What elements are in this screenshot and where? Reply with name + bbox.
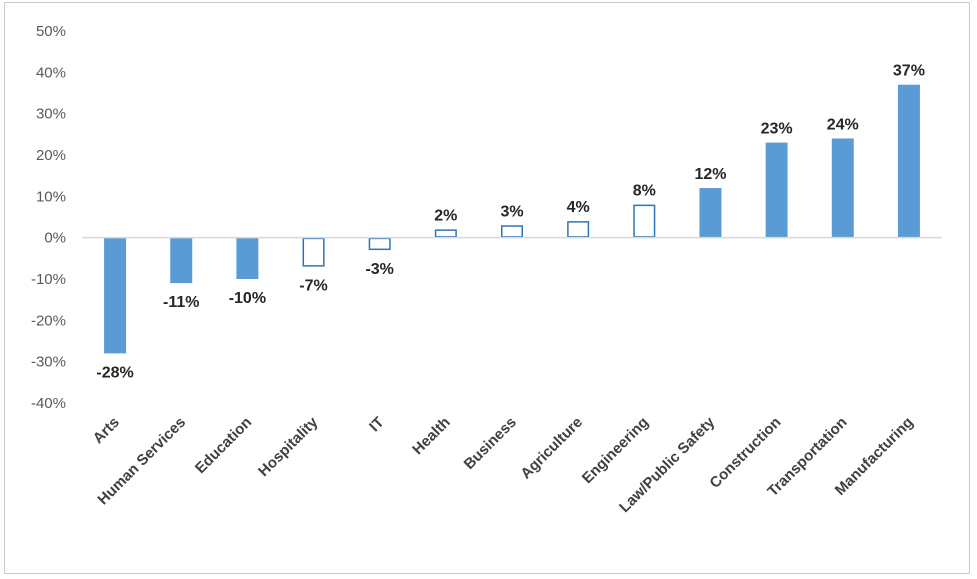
- bar-manufacturing: [897, 84, 920, 238]
- y-tick-label: -30%: [31, 354, 66, 371]
- bar-health: [434, 229, 457, 238]
- data-label: -7%: [299, 278, 327, 295]
- data-label: -11%: [163, 294, 199, 311]
- data-label: 2%: [434, 207, 457, 224]
- y-tick-label: 30%: [36, 106, 66, 123]
- x-tick-label: Business: [461, 414, 520, 473]
- data-label: 37%: [893, 63, 925, 80]
- data-label: 4%: [567, 199, 590, 216]
- y-tick-label: 0%: [44, 230, 66, 247]
- x-tick-label: Arts: [90, 414, 123, 447]
- bar-human-services: [170, 237, 193, 284]
- bar-arts: [104, 237, 127, 354]
- data-label: -28%: [96, 364, 133, 381]
- bar-transportation: [831, 138, 854, 238]
- y-tick-label: -40%: [31, 395, 66, 412]
- data-label: -10%: [229, 290, 266, 307]
- y-tick-label: 20%: [36, 147, 66, 164]
- data-label: 12%: [694, 166, 726, 183]
- bar-construction: [765, 142, 788, 238]
- x-tick-label: Engineering: [579, 414, 652, 487]
- bar-agriculture: [567, 221, 590, 238]
- data-label: 24%: [827, 116, 859, 133]
- y-tick-label: 10%: [36, 188, 66, 205]
- y-tick-label: 50%: [36, 23, 66, 40]
- y-tick-label: -10%: [31, 271, 66, 288]
- bar-education: [236, 237, 259, 279]
- bar-engineering: [633, 204, 656, 238]
- x-tick-label: Agriculture: [517, 414, 586, 483]
- x-tick-label: IT: [366, 414, 387, 435]
- data-label: -3%: [365, 261, 393, 278]
- bar-hospitality: [302, 237, 325, 267]
- y-tick-label: -20%: [31, 312, 66, 329]
- bar-it: [368, 237, 391, 251]
- x-tick-label: Education: [192, 414, 255, 477]
- chart-frame: [4, 2, 970, 574]
- data-label: 23%: [761, 121, 793, 138]
- bar-business: [501, 225, 523, 238]
- bar-law-public-safety: [699, 188, 722, 238]
- data-label: 8%: [633, 183, 656, 200]
- data-label: 3%: [500, 203, 523, 220]
- x-tick-label: Health: [409, 414, 453, 458]
- y-tick-label: 40%: [36, 64, 66, 81]
- x-tick-label: Hospitality: [255, 413, 322, 480]
